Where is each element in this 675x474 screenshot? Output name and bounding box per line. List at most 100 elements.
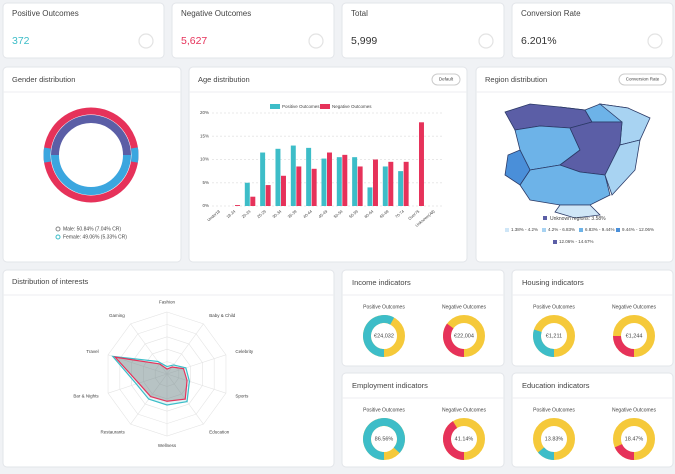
map-region — [504, 149, 531, 186]
legend-label: 6.83% - 9.44% — [585, 227, 615, 232]
legend-marker — [55, 226, 61, 232]
kpi-label: Total — [351, 9, 368, 18]
bar — [306, 147, 312, 206]
inner-ring-top — [51, 115, 131, 156]
x-tick-label: 20-24 — [241, 208, 253, 219]
gauge-label: Negative Outcomes — [442, 304, 486, 310]
gauge-arc — [443, 421, 465, 460]
radar-axis-label: Celebrity — [235, 349, 254, 354]
card — [341, 372, 505, 468]
bar — [419, 122, 424, 206]
kpi-value: 5,627 — [181, 35, 207, 47]
gauge-value: €1,244 — [626, 333, 643, 339]
y-tick-label: 0% — [202, 203, 209, 208]
radar-axis-label: Baby & Child — [209, 313, 236, 318]
card — [171, 2, 335, 59]
radar-axis-label: Fashion — [159, 299, 176, 304]
bar — [352, 157, 358, 206]
bar — [342, 154, 348, 206]
card-title: Education indicators — [522, 381, 590, 390]
gauge-arc — [614, 443, 635, 460]
outer-ring-segment — [43, 147, 52, 163]
card-title: Distribution of interests — [12, 277, 89, 286]
gauge-value: 41.14% — [455, 436, 474, 442]
button[interactable] — [431, 73, 461, 86]
bar — [403, 161, 409, 206]
bar — [336, 157, 342, 206]
legend-label: 12.06% - 14.67% — [559, 239, 594, 244]
bar — [367, 187, 373, 206]
y-tick-label: 20% — [200, 110, 209, 115]
gauge-arc — [363, 315, 395, 357]
bar — [398, 171, 404, 206]
x-tick-label: 35-39 — [287, 208, 299, 219]
card-title: Employment indicators — [352, 381, 428, 390]
x-tick-label: 55-59 — [348, 208, 360, 219]
gauge-value: €24,032 — [374, 333, 394, 339]
inner-ring-bottom — [51, 154, 131, 195]
bar — [290, 145, 296, 206]
card — [2, 66, 182, 263]
legend-swatch — [553, 240, 557, 244]
kpi-label: Negative Outcomes — [181, 9, 251, 18]
y-tick-label: 10% — [200, 157, 209, 162]
card — [511, 372, 674, 468]
bar — [327, 152, 332, 206]
gauge-label: Positive Outcomes — [363, 304, 405, 310]
gauge-label: Positive Outcomes — [363, 407, 405, 413]
button[interactable] — [618, 73, 667, 86]
kpi-label: Positive Outcomes — [12, 9, 79, 18]
card-title: Region distribution — [485, 75, 547, 84]
legend-label: Male: 50.84% (7.04% CR) — [63, 226, 121, 232]
gauge-label: Positive Outcomes — [533, 407, 575, 413]
radar-axis-label: Sports — [235, 393, 249, 398]
kpi-icon — [647, 33, 663, 49]
bar — [260, 152, 266, 206]
radar-axis-label: Bar & Nights — [73, 393, 99, 398]
gauge-value: 13.83% — [545, 436, 564, 442]
legend-label: Female: 49.06% (5.33% CR) — [63, 234, 127, 240]
card-title: Income indicators — [352, 278, 411, 287]
map-region — [519, 164, 611, 206]
radar-axis — [166, 354, 227, 375]
radar-axis-label: Education — [209, 429, 230, 434]
gauge-label: Negative Outcomes — [612, 407, 656, 413]
legend-swatch — [505, 228, 509, 232]
gauge-arc — [613, 335, 635, 357]
x-tick-label: 18-24 — [225, 208, 237, 219]
y-tick-label: 15% — [200, 133, 209, 138]
x-tick-label: 40-44 — [302, 208, 314, 219]
legend-swatch — [542, 228, 546, 232]
radar-axis — [107, 373, 168, 394]
card — [341, 2, 505, 59]
outer-ring-segment — [130, 147, 139, 163]
x-tick-label: 70-74 — [394, 208, 406, 219]
gauge-value: 18.47% — [625, 436, 644, 442]
legend-swatch — [270, 104, 280, 109]
bar — [275, 148, 281, 206]
legend-label: 4.2% - 6.83% — [548, 227, 575, 232]
card — [511, 269, 674, 367]
bar — [373, 159, 378, 206]
bar — [296, 166, 302, 206]
kpi-icon — [138, 33, 154, 49]
kpi-icon — [478, 33, 494, 49]
button-label: Conversion Rate — [626, 77, 660, 82]
kpi-value: 5,999 — [351, 35, 377, 47]
gauge-arc — [443, 323, 465, 357]
bar — [388, 161, 394, 206]
card-title: Age distribution — [198, 75, 250, 84]
kpi-label: Conversion Rate — [521, 9, 581, 18]
gauge-label: Positive Outcomes — [533, 304, 575, 310]
card — [511, 2, 674, 59]
radar-axis — [130, 323, 168, 375]
bar — [311, 168, 317, 206]
card-title: Gender distribution — [12, 75, 75, 84]
legend-label: Negative Outcomes — [332, 104, 372, 109]
bar — [244, 182, 250, 206]
legend-label: 9.44% - 12.06% — [622, 227, 654, 232]
radar-axis — [166, 373, 227, 394]
bar — [281, 175, 286, 206]
